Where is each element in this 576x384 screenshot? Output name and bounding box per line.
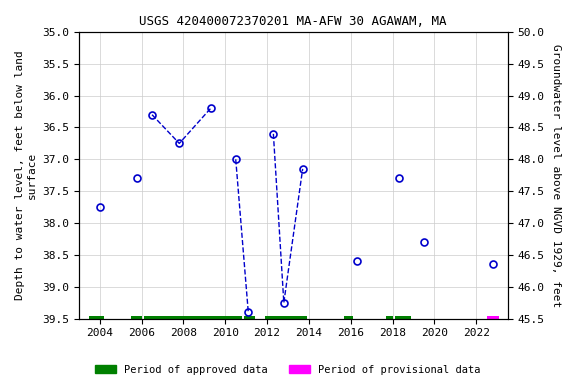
Y-axis label: Groundwater level above NGVD 1929, feet: Groundwater level above NGVD 1929, feet bbox=[551, 44, 561, 307]
Y-axis label: Depth to water level, feet below land
surface: Depth to water level, feet below land su… bbox=[15, 50, 37, 300]
Bar bbox=[89, 316, 104, 321]
Legend: Period of approved data, Period of provisional data: Period of approved data, Period of provi… bbox=[91, 361, 485, 379]
Bar bbox=[344, 316, 353, 321]
Bar bbox=[386, 316, 393, 321]
Bar bbox=[487, 316, 499, 321]
Bar bbox=[395, 316, 411, 321]
Bar bbox=[143, 316, 242, 321]
Bar bbox=[265, 316, 307, 321]
Bar bbox=[244, 316, 255, 321]
Bar bbox=[131, 316, 142, 321]
Title: USGS 420400072370201 MA-AFW 30 AGAWAM, MA: USGS 420400072370201 MA-AFW 30 AGAWAM, M… bbox=[139, 15, 447, 28]
